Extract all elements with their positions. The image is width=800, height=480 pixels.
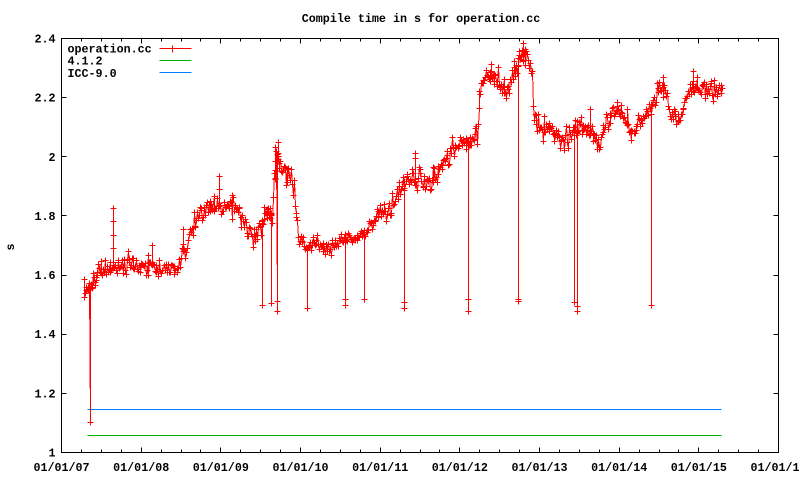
svg-text:01/01/16: 01/01/16 [750, 461, 800, 475]
svg-text:1.8: 1.8 [34, 210, 55, 224]
svg-text:01/01/12: 01/01/12 [432, 461, 488, 475]
svg-text:1.6: 1.6 [34, 269, 55, 283]
svg-text:4.1.2: 4.1.2 [68, 55, 103, 69]
svg-text:ICC-9.0: ICC-9.0 [68, 67, 117, 81]
svg-text:1.4: 1.4 [34, 328, 55, 342]
svg-text:s: s [4, 243, 18, 250]
svg-text:01/01/15: 01/01/15 [671, 461, 727, 475]
svg-text:2.2: 2.2 [34, 92, 55, 106]
svg-text:01/01/08: 01/01/08 [113, 461, 169, 475]
svg-text:1: 1 [48, 447, 55, 461]
svg-text:2.4: 2.4 [34, 33, 55, 47]
svg-text:01/01/10: 01/01/10 [272, 461, 328, 475]
svg-text:01/01/11: 01/01/11 [352, 461, 408, 475]
svg-text:2: 2 [48, 151, 55, 165]
svg-text:01/01/14: 01/01/14 [591, 461, 647, 475]
svg-text:operation.cc: operation.cc [68, 42, 152, 56]
svg-text:01/01/07: 01/01/07 [33, 461, 89, 475]
svg-text:1.2: 1.2 [34, 387, 55, 401]
svg-text:Compile time in s for operatio: Compile time in s for operation.cc [302, 12, 540, 26]
svg-text:01/01/09: 01/01/09 [193, 461, 249, 475]
svg-text:01/01/13: 01/01/13 [511, 461, 567, 475]
